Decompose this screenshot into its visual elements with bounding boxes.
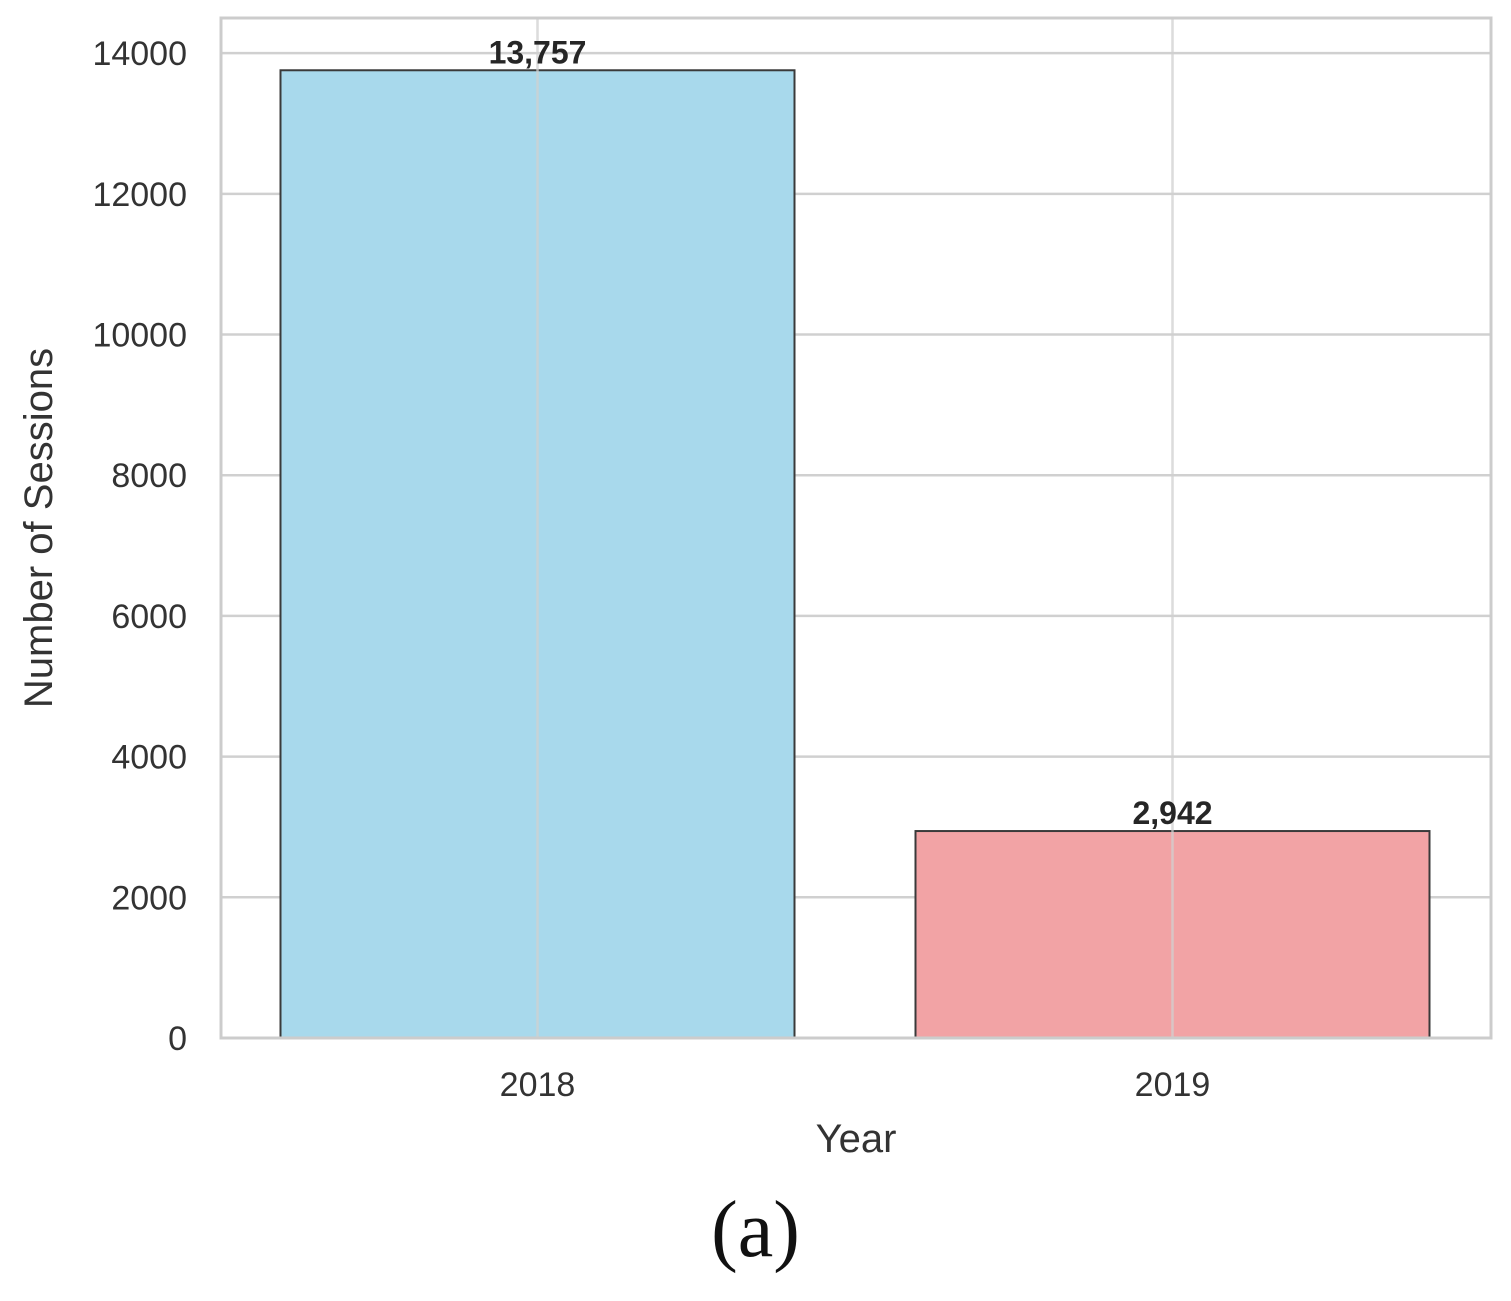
y-tick-label: 6000 — [111, 598, 187, 636]
figure-caption: (a) — [711, 1186, 800, 1274]
x-axis-title: Year — [816, 1117, 897, 1161]
data-labels: 13,757 2,942 — [489, 34, 1213, 831]
data-label: 13,757 — [489, 34, 587, 70]
x-tick-labels: 2018 2019 — [500, 1066, 1211, 1104]
y-tick-label: 0 — [168, 1020, 187, 1058]
x-tick-label: 2018 — [500, 1066, 576, 1104]
y-tick-label: 2000 — [111, 879, 187, 917]
vertical-grid-lines — [536, 18, 1174, 1038]
bars — [279, 69, 1431, 1040]
y-tick-label: 10000 — [92, 317, 187, 355]
plot-frame — [219, 16, 1493, 1040]
y-tick-label: 4000 — [111, 739, 187, 777]
data-label: 2,942 — [1132, 795, 1212, 831]
y-axis-title: Number of Sessions — [17, 348, 61, 708]
y-tick-labels: 0 2000 4000 6000 8000 10000 12000 14000 — [92, 35, 187, 1058]
y-tick-label: 14000 — [92, 35, 187, 73]
y-tick-label: 8000 — [111, 457, 187, 495]
x-tick-label: 2019 — [1135, 1066, 1211, 1104]
y-tick-label: 12000 — [92, 176, 187, 214]
